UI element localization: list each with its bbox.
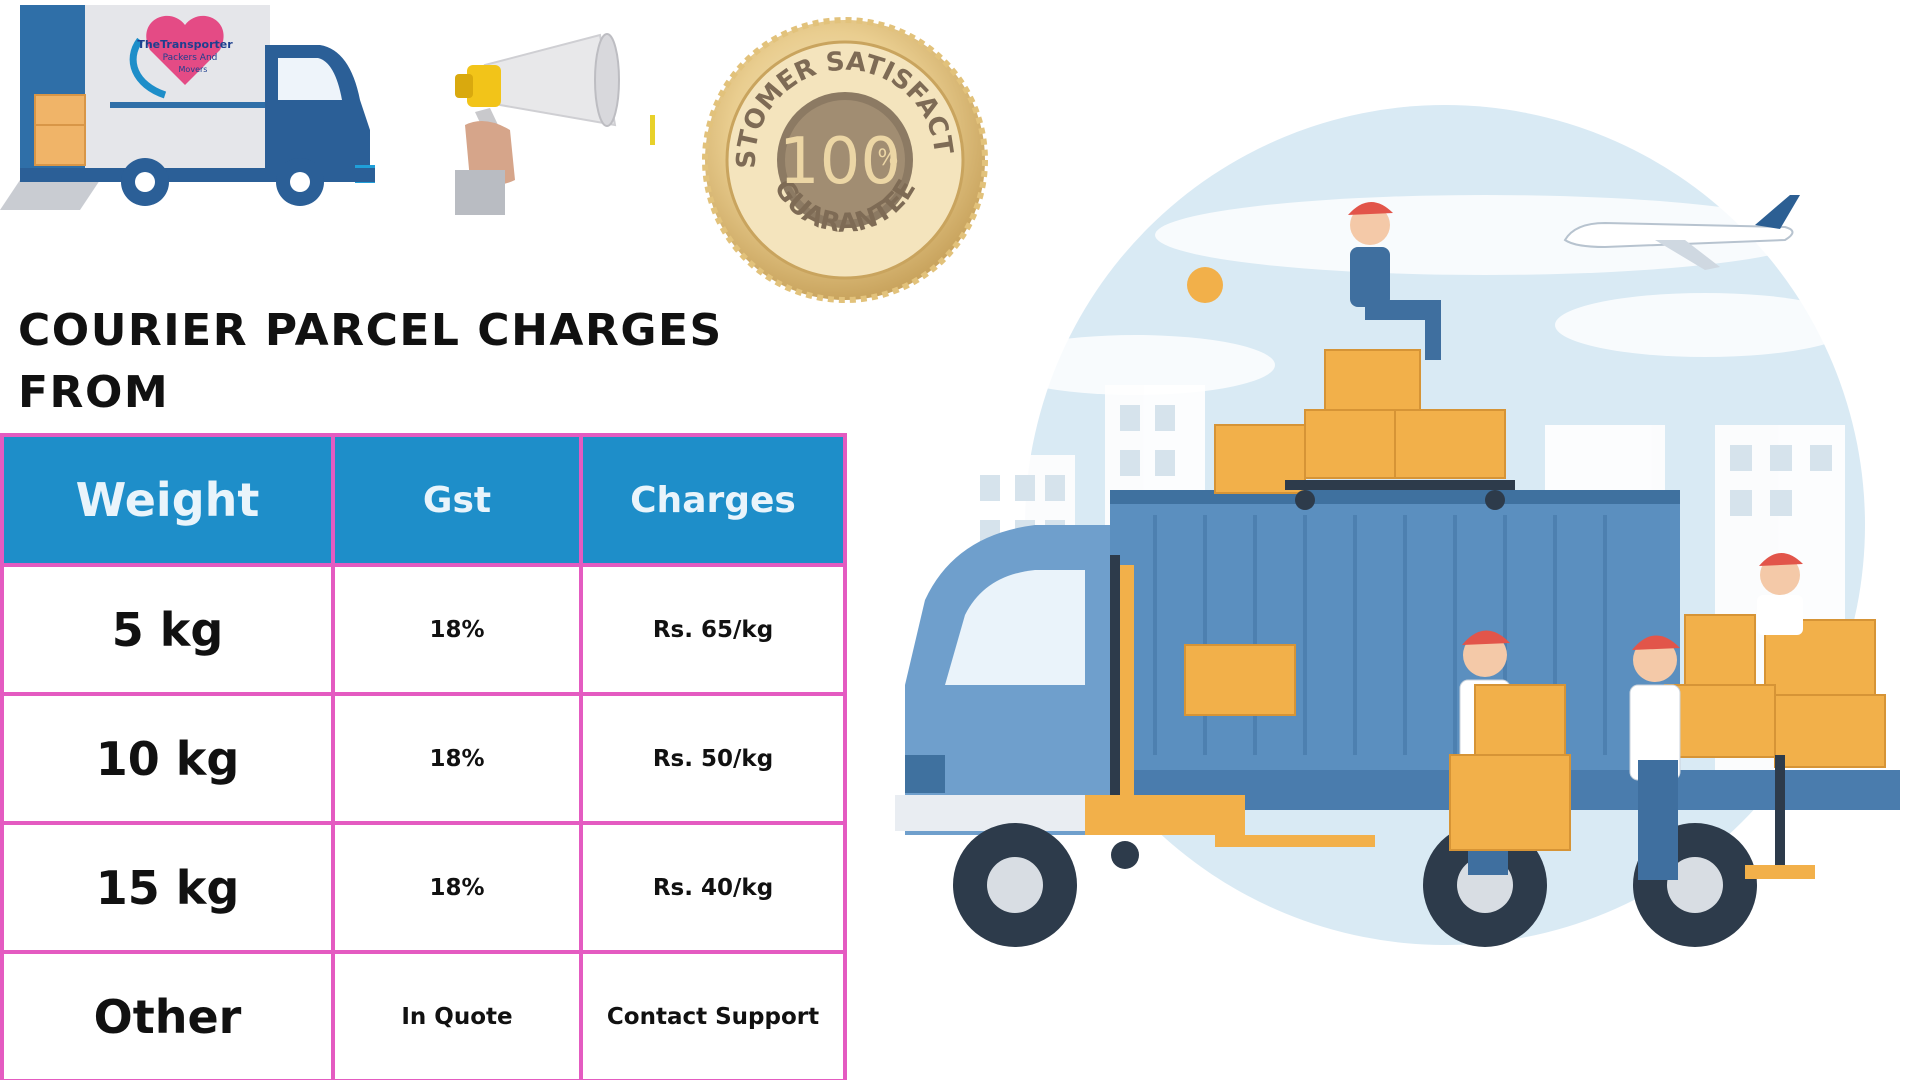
- balloon-icon: [1187, 267, 1223, 303]
- badge-percent: %: [878, 146, 899, 171]
- cell-charges: Contact Support: [579, 950, 847, 1080]
- worker-carrying-box: [1449, 630, 1571, 875]
- table-header-row: Weight Gst Charges: [0, 433, 847, 567]
- cell-weight: 15 kg: [0, 821, 335, 954]
- megaphone-icon: [455, 33, 655, 215]
- worker-seated: [1348, 201, 1441, 360]
- charges-table: Weight Gst Charges 5 kg 18% Rs. 65/kg 10…: [0, 433, 847, 1080]
- cell-charges: Rs. 50/kg: [579, 692, 847, 825]
- header-charges: Charges: [579, 433, 847, 567]
- cell-charges: Rs. 65/kg: [579, 563, 847, 696]
- cell-weight: 5 kg: [0, 563, 335, 696]
- logo-truck-illustration: TheTransporter Packers And Movers: [0, 5, 375, 210]
- table-row: 5 kg 18% Rs. 65/kg: [0, 563, 847, 696]
- satisfaction-guarantee-badge: CUSTOMER SATISFACTION GUARANTEE 100 %: [700, 15, 988, 303]
- heading-line1: COURIER PARCEL CHARGES FROM: [18, 305, 723, 418]
- cell-weight: Other: [0, 950, 335, 1080]
- airplane-icon: [1563, 195, 1800, 270]
- cell-charges: Rs. 40/kg: [579, 821, 847, 954]
- logo-text-line2: Packers And: [163, 53, 218, 63]
- table-row: 15 kg 18% Rs. 40/kg: [0, 821, 847, 954]
- cell-weight: 10 kg: [0, 692, 335, 825]
- badge-number: 100: [779, 125, 901, 199]
- table-row: 10 kg 18% Rs. 50/kg: [0, 692, 847, 825]
- cell-gst: 18%: [331, 821, 583, 954]
- cell-gst: 18%: [331, 692, 583, 825]
- pallet-jack-icon: [1085, 555, 1375, 869]
- logo-text-line3: Movers: [179, 65, 208, 74]
- delivery-truck-illustration: [895, 105, 1900, 947]
- cell-gst: In Quote: [331, 950, 583, 1080]
- table-row: Other In Quote Contact Support: [0, 950, 847, 1080]
- header-gst: Gst: [331, 433, 583, 567]
- worker-loading-box: [1629, 635, 1681, 880]
- cell-gst: 18%: [331, 563, 583, 696]
- worker-stacking-boxes: [1757, 552, 1803, 635]
- header-weight: Weight: [0, 433, 335, 567]
- logo-text-line1: TheTransporter: [137, 38, 233, 51]
- heart-logo-icon: [146, 15, 224, 85]
